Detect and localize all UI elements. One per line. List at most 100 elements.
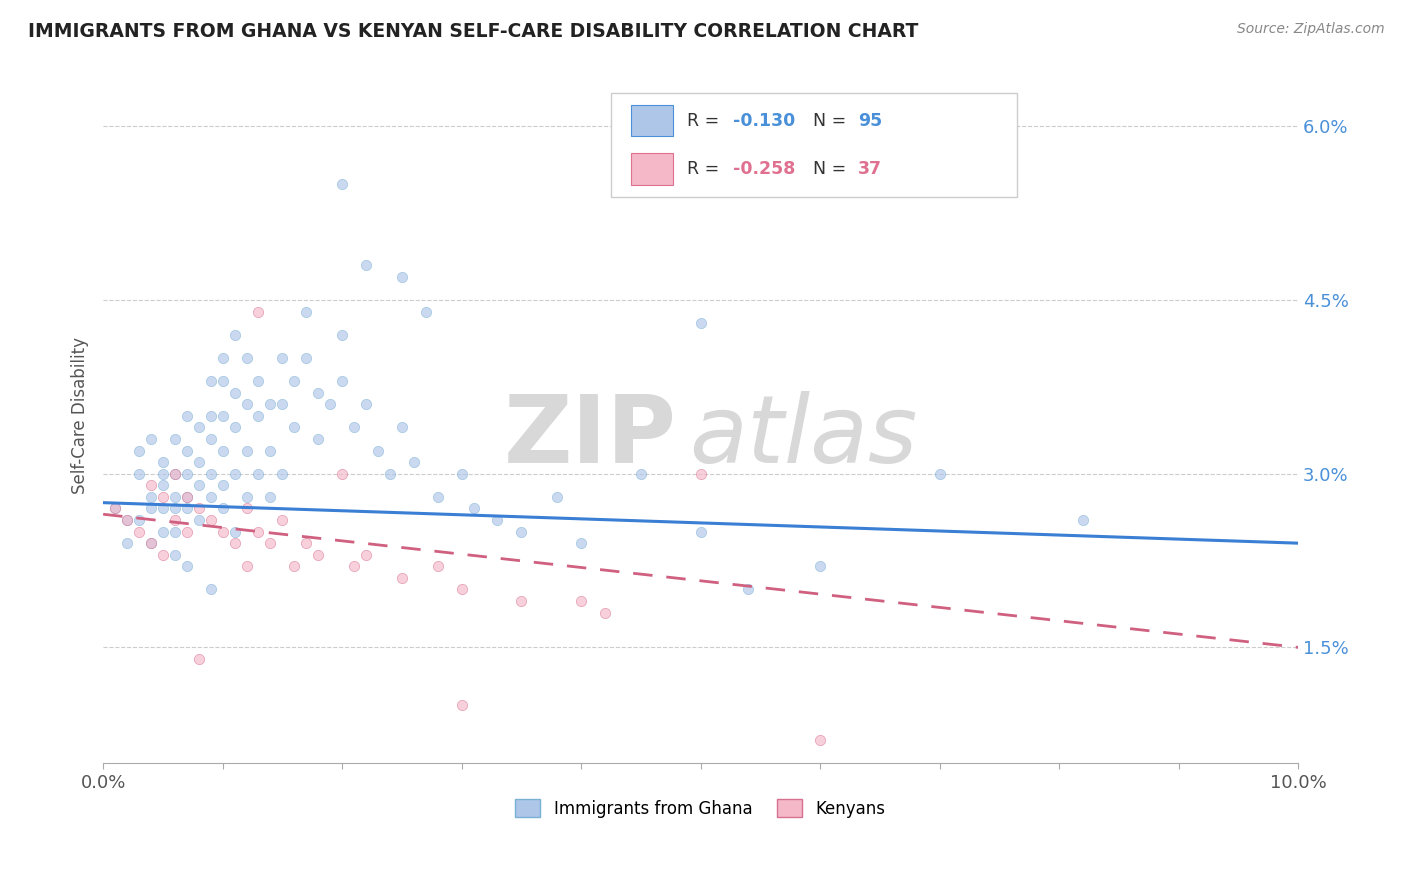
Point	[235, 397, 257, 411]
Point	[928, 467, 950, 481]
Text: N =: N =	[813, 161, 852, 178]
Point	[152, 524, 174, 539]
Point	[200, 467, 222, 481]
Point	[211, 478, 233, 492]
Text: N =: N =	[813, 112, 852, 129]
Point	[152, 467, 174, 481]
Text: R =: R =	[688, 112, 725, 129]
Y-axis label: Self-Care Disability: Self-Care Disability	[72, 337, 89, 494]
Point	[259, 397, 281, 411]
Point	[463, 501, 485, 516]
Point	[187, 455, 209, 469]
Point	[104, 501, 127, 516]
Point	[271, 397, 294, 411]
Point	[307, 432, 329, 446]
Point	[295, 304, 318, 318]
Point	[283, 559, 305, 574]
Point	[235, 351, 257, 365]
Point	[176, 524, 198, 539]
Point	[163, 490, 186, 504]
Point	[224, 420, 246, 434]
Point	[200, 409, 222, 423]
Point	[271, 513, 294, 527]
Point	[283, 420, 305, 434]
Point	[247, 524, 270, 539]
Point	[115, 536, 138, 550]
Point	[808, 733, 831, 747]
Point	[163, 432, 186, 446]
Point	[163, 513, 186, 527]
Point	[139, 536, 162, 550]
Point	[128, 443, 150, 458]
Point	[486, 513, 509, 527]
FancyBboxPatch shape	[612, 93, 1018, 197]
Point	[139, 501, 162, 516]
Point	[152, 548, 174, 562]
Point	[689, 316, 711, 330]
Point	[152, 478, 174, 492]
Point	[187, 478, 209, 492]
Point	[689, 524, 711, 539]
Legend: Immigrants from Ghana, Kenyans: Immigrants from Ghana, Kenyans	[509, 793, 893, 824]
Point	[295, 351, 318, 365]
Point	[259, 443, 281, 458]
Point	[593, 606, 616, 620]
Text: 37: 37	[858, 161, 883, 178]
Point	[139, 478, 162, 492]
Text: 95: 95	[858, 112, 883, 129]
Point	[343, 559, 366, 574]
Point	[689, 467, 711, 481]
Point	[224, 524, 246, 539]
Point	[176, 490, 198, 504]
Point	[128, 513, 150, 527]
Point	[510, 524, 533, 539]
Point	[391, 269, 413, 284]
Point	[247, 304, 270, 318]
Point	[163, 467, 186, 481]
Point	[163, 548, 186, 562]
Point	[176, 490, 198, 504]
Point	[402, 455, 425, 469]
Text: atlas: atlas	[689, 392, 917, 483]
Point	[271, 351, 294, 365]
Point	[211, 374, 233, 388]
Point	[235, 490, 257, 504]
Point	[128, 524, 150, 539]
Point	[510, 594, 533, 608]
Point	[176, 559, 198, 574]
Point	[450, 467, 472, 481]
Point	[139, 536, 162, 550]
Point	[546, 490, 568, 504]
Point	[391, 420, 413, 434]
Point	[354, 548, 377, 562]
Point	[330, 374, 353, 388]
Point	[247, 409, 270, 423]
Point	[128, 467, 150, 481]
Point	[224, 536, 246, 550]
Point	[115, 513, 138, 527]
Point	[152, 490, 174, 504]
Point	[200, 513, 222, 527]
Point	[307, 385, 329, 400]
Point	[235, 501, 257, 516]
Point	[569, 594, 592, 608]
Point	[330, 327, 353, 342]
Point	[737, 582, 759, 597]
Point	[307, 548, 329, 562]
Point	[450, 582, 472, 597]
Point	[378, 467, 401, 481]
Point	[176, 467, 198, 481]
Point	[343, 420, 366, 434]
Point	[224, 327, 246, 342]
Point	[115, 513, 138, 527]
Point	[200, 582, 222, 597]
Point	[211, 351, 233, 365]
Point	[295, 536, 318, 550]
Point	[259, 536, 281, 550]
Point	[200, 432, 222, 446]
Point	[176, 501, 198, 516]
Text: IMMIGRANTS FROM GHANA VS KENYAN SELF-CARE DISABILITY CORRELATION CHART: IMMIGRANTS FROM GHANA VS KENYAN SELF-CAR…	[28, 22, 918, 41]
FancyBboxPatch shape	[631, 153, 673, 185]
Point	[200, 490, 222, 504]
Point	[354, 258, 377, 272]
